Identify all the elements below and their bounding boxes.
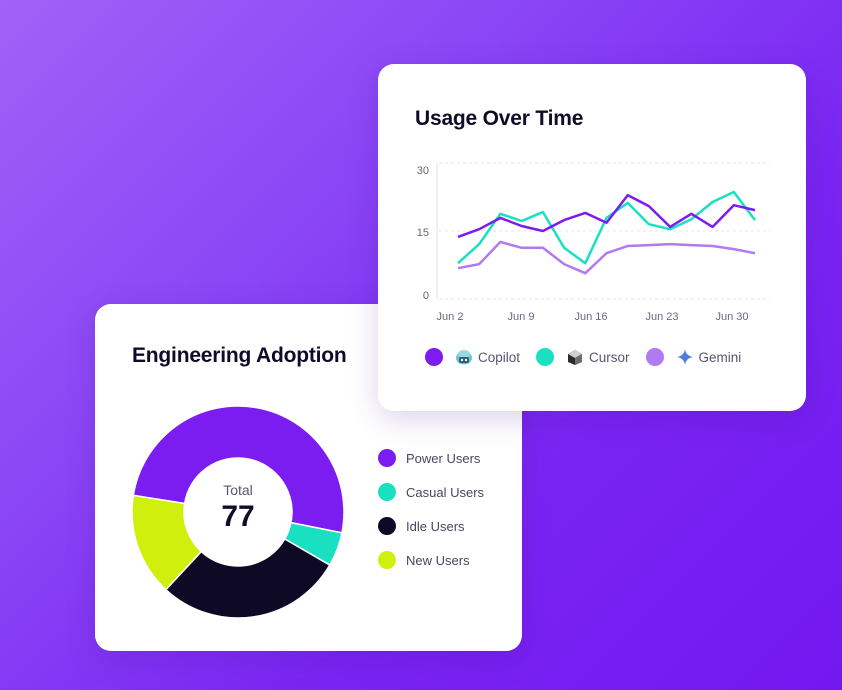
- power-users-swatch: [378, 449, 396, 467]
- legend-item-power-users[interactable]: Power Users: [378, 449, 480, 467]
- x-axis: Jun 2 Jun 9 Jun 16 Jun 23 Jun 30: [437, 311, 749, 323]
- donut-center: Total 77: [188, 482, 288, 542]
- adoption-title: Engineering Adoption: [132, 344, 347, 367]
- x-tick-jun30: Jun 30: [715, 311, 748, 323]
- grid-lines: [439, 162, 770, 300]
- usage-over-time-card: Usage Over Time 30 15 0 Jun 2 Jun 9 Jun …: [378, 64, 806, 411]
- y-tick-0: 0: [423, 290, 429, 302]
- idle-users-swatch: [378, 517, 396, 535]
- legend-item-cursor[interactable]: Cursor: [536, 348, 630, 366]
- usage-title: Usage Over Time: [415, 107, 584, 130]
- x-tick-jun23: Jun 23: [645, 311, 678, 323]
- legend-label: Cursor: [589, 349, 630, 365]
- y-tick-30: 30: [417, 165, 429, 177]
- cursor-line: [457, 190, 756, 265]
- donut-total-label: Total: [223, 482, 253, 498]
- adoption-donut-chart: [131, 405, 345, 619]
- y-tick-15: 15: [417, 227, 429, 239]
- x-tick-jun16: Jun 16: [574, 311, 607, 323]
- x-tick-jun2: Jun 2: [437, 311, 464, 323]
- legend-item-gemini[interactable]: Gemini: [645, 348, 742, 366]
- cursor-icon: [566, 348, 584, 366]
- gemini-line: [457, 240, 756, 275]
- copilot-line: [457, 193, 756, 239]
- casual-users-swatch: [378, 483, 396, 501]
- legend-label: Power Users: [406, 450, 481, 466]
- cursor-swatch: [536, 348, 555, 366]
- legend-label: Gemini: [698, 349, 742, 365]
- usage-line-chart: 30 15 0 Jun 2 Jun 9 Jun 16 Jun 23 Jun 30: [417, 162, 770, 323]
- legend-label: Casual Users: [406, 484, 485, 500]
- new-users-swatch: [378, 551, 396, 569]
- legend-item-casual-users[interactable]: Casual Users: [378, 483, 484, 501]
- copilot-swatch: [425, 348, 443, 366]
- donut-slice-new-users[interactable]: [131, 494, 203, 591]
- donut-total-value: 77: [221, 500, 255, 533]
- x-tick-jun9: Jun 9: [508, 311, 535, 323]
- gemini-icon: [676, 348, 694, 366]
- y-axis: 30 15 0: [417, 163, 438, 302]
- donut-slice-power-users[interactable]: [132, 405, 345, 534]
- series-lines: [457, 190, 756, 275]
- gemini-swatch: [645, 348, 664, 366]
- legend-item-new-users[interactable]: New Users: [378, 551, 470, 569]
- legend-item-idle-users[interactable]: Idle Users: [378, 517, 465, 535]
- legend-label: New Users: [406, 552, 470, 568]
- copilot-icon: [455, 348, 473, 366]
- legend-item-copilot[interactable]: Copilot: [425, 348, 520, 366]
- usage-legend: Copilot Cursor Gemini: [425, 348, 757, 366]
- legend-label: Idle Users: [406, 518, 465, 534]
- donut-slice-idle-users[interactable]: [164, 538, 331, 619]
- legend-label: Copilot: [478, 349, 521, 365]
